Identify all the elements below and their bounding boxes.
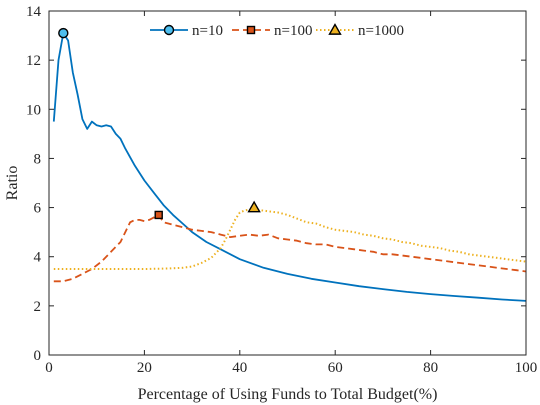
legend-marker-n=1000 bbox=[328, 23, 342, 35]
ticks-layer: 0 20 40 60 80 100 0 2 4 6 8 10 12 14 bbox=[26, 4, 537, 376]
series-line-n=1000 bbox=[53, 207, 527, 270]
series-layer bbox=[52, 27, 527, 302]
legend-marker-n=100 bbox=[246, 25, 256, 35]
y-tick-label: 12 bbox=[26, 53, 41, 69]
y-tick-label: 2 bbox=[34, 299, 42, 315]
x-tick-label: 80 bbox=[423, 360, 438, 376]
legend: n=10 n=100 n=1000 bbox=[150, 23, 404, 39]
plot-frame bbox=[48, 10, 527, 356]
x-axis-title: Percentage of Using Funds to Total Budge… bbox=[138, 386, 438, 403]
legend-label-n=10: n=10 bbox=[192, 23, 223, 39]
x-tick-label: 60 bbox=[328, 360, 343, 376]
y-tick-label: 6 bbox=[34, 201, 42, 217]
series-line-n=10 bbox=[52, 32, 527, 302]
y-tick-label: 4 bbox=[34, 250, 42, 266]
series-marker-n=1000 bbox=[247, 200, 261, 213]
y-tick-label: 0 bbox=[34, 348, 42, 364]
series-marker-n=100 bbox=[154, 210, 163, 220]
plot-area bbox=[49, 11, 526, 355]
legend-label-n=1000: n=1000 bbox=[358, 23, 404, 39]
y-tick-label: 14 bbox=[26, 4, 42, 20]
x-tick-label: 20 bbox=[137, 360, 152, 376]
y-tick-label: 10 bbox=[26, 102, 41, 118]
x-tick-label: 0 bbox=[45, 360, 53, 376]
x-tick-label: 100 bbox=[515, 360, 538, 376]
series-marker-n=10 bbox=[58, 27, 69, 39]
x-tick-label: 40 bbox=[232, 360, 247, 376]
legend-label-n=100: n=100 bbox=[274, 23, 312, 39]
series-line-n=100 bbox=[53, 213, 527, 283]
y-tick-label: 8 bbox=[34, 151, 42, 167]
y-axis-title: Ratio bbox=[4, 166, 21, 201]
legend-marker-n=10 bbox=[163, 24, 175, 36]
